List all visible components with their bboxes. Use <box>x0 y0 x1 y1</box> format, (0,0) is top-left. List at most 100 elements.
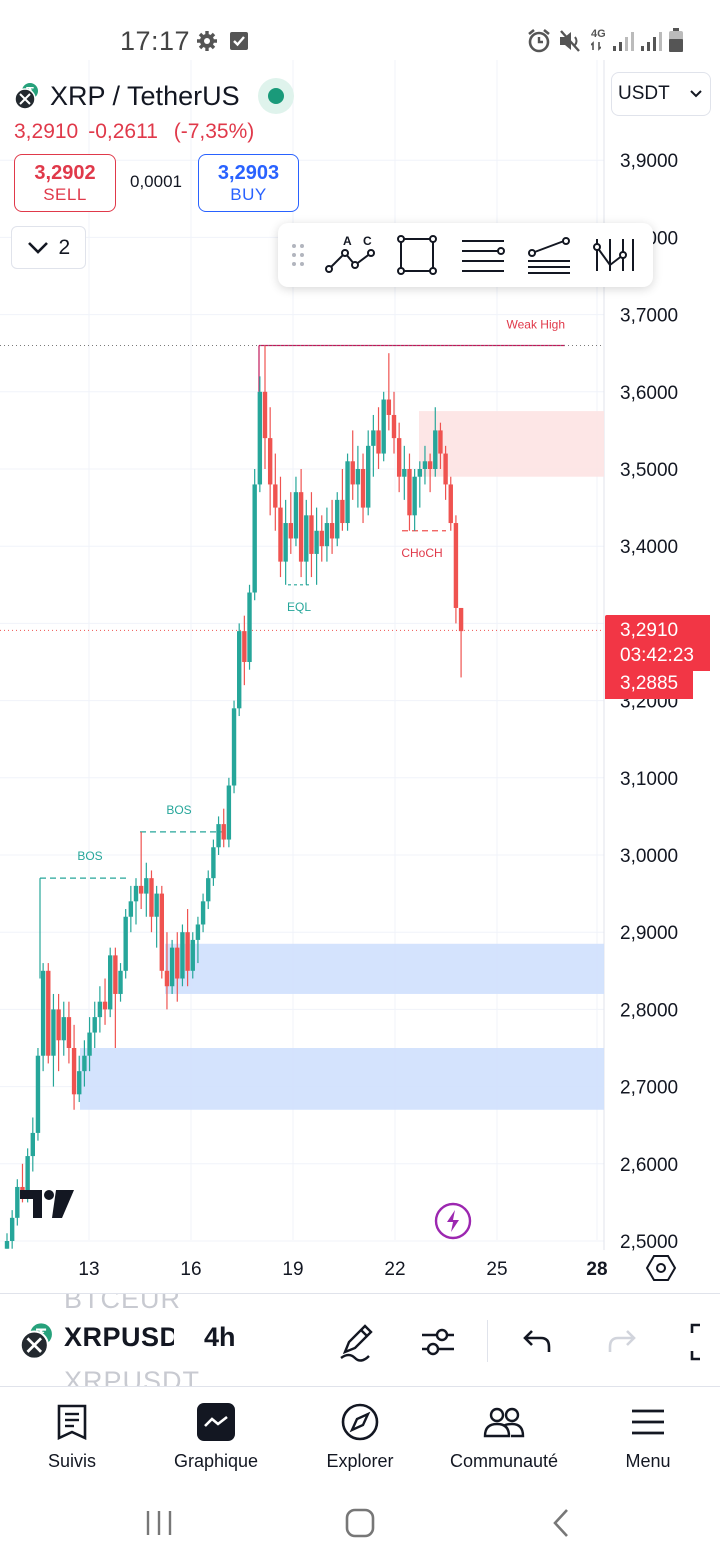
candle-body <box>329 523 335 539</box>
candle <box>273 453 278 531</box>
candle-body <box>82 1055 87 1072</box>
home-icon[interactable] <box>344 1507 376 1539</box>
candle-body <box>9 1217 15 1241</box>
candle <box>118 963 123 1002</box>
lightning-icon[interactable] <box>434 1202 472 1240</box>
candle <box>30 1117 35 1172</box>
candle <box>154 885 159 948</box>
candle-body <box>144 878 149 894</box>
candle <box>381 391 386 462</box>
candle-body <box>257 391 263 485</box>
candle-body <box>66 1017 72 1048</box>
vertical-lines-tool[interactable] <box>582 223 648 287</box>
candle <box>138 831 144 910</box>
candle-body <box>206 878 211 902</box>
candle-body <box>314 530 319 554</box>
nav-menu[interactable]: Menu <box>576 1387 720 1487</box>
candle <box>46 963 51 1064</box>
symbol-title[interactable]: XRP / TetherUS <box>50 80 240 111</box>
candle <box>267 407 273 516</box>
annotation-label: EQL <box>287 600 311 614</box>
candle-body <box>97 1001 103 1018</box>
candle-body <box>231 708 237 786</box>
candle-countdown: 03:42:23 <box>620 645 694 666</box>
candle <box>412 469 417 531</box>
abcd-pattern-tool[interactable]: A C <box>318 223 384 287</box>
indicators-sliders-icon[interactable] <box>418 1322 458 1362</box>
candle-body <box>138 885 144 894</box>
system-navigation-bar <box>0 1490 720 1560</box>
time-tick-label: 28 <box>586 1259 607 1280</box>
candle-body <box>252 484 257 593</box>
interval-button[interactable]: 4h <box>204 1322 236 1352</box>
supply-zone <box>419 411 604 477</box>
chart-annotations: BOS BOS EQL CHoCH Weak High <box>77 317 565 863</box>
nav-watchlist[interactable]: Suivis <box>0 1387 144 1487</box>
nav-community-label: Communauté <box>449 1451 559 1471</box>
status-time: 17:17 <box>120 26 191 56</box>
price-summary: 3,2910 -0,2611 (-7,35%) <box>14 120 254 144</box>
chart-settings-icon[interactable] <box>645 1252 677 1284</box>
price-tick-label: 3,1000 <box>620 769 678 790</box>
buy-label: BUY <box>230 185 267 204</box>
pencil-drawing-icon[interactable] <box>337 1322 377 1362</box>
indicator-count: 2 <box>58 235 71 259</box>
recent-apps-icon[interactable] <box>144 1508 174 1538</box>
drag-handle-icon[interactable] <box>278 223 318 287</box>
candle <box>427 453 433 493</box>
candle-body <box>366 445 371 508</box>
candle-body <box>335 499 340 539</box>
redo-icon[interactable] <box>606 1326 638 1358</box>
candle-body <box>226 785 232 840</box>
chevron-down-icon <box>27 241 48 254</box>
xrp-tether-logo-icon: ₮ <box>19 1323 52 1360</box>
candle-body <box>159 893 164 971</box>
symbol-search-button[interactable]: XRPUSDT <box>64 1322 174 1352</box>
candle-body <box>443 453 448 485</box>
candle-body <box>293 492 299 539</box>
candle-body <box>262 391 268 439</box>
symbol-carousel-next[interactable]: XRPUSDT <box>64 1366 201 1387</box>
currency-select[interactable]: USDT <box>611 72 711 116</box>
drawing-toolbar: A C <box>278 223 653 287</box>
sell-button[interactable]: 3,2902 SELL <box>14 154 116 212</box>
candle <box>51 993 56 1087</box>
community-icon <box>483 1407 525 1438</box>
indicators-toggle-button[interactable]: 2 <box>11 226 86 269</box>
parallel-channel-tool[interactable] <box>450 223 516 287</box>
candle <box>278 476 283 578</box>
symbol-header[interactable]: ₮ XRP / TetherUS <box>14 78 294 114</box>
candle <box>175 932 180 1002</box>
nav-watchlist-label: Suivis <box>47 1451 96 1471</box>
candle <box>417 461 422 508</box>
trend-angle-tool[interactable] <box>516 223 582 287</box>
candle <box>216 816 221 855</box>
price-tick-label: 3,9000 <box>620 151 678 172</box>
nav-chart[interactable]: Graphique <box>144 1387 288 1487</box>
fullscreen-icon[interactable] <box>688 1322 720 1362</box>
candle <box>9 1210 15 1249</box>
nav-community[interactable]: Communauté <box>432 1387 576 1487</box>
current-price-label: 3,2910 <box>620 620 679 641</box>
candle <box>149 870 154 933</box>
back-icon[interactable] <box>550 1507 572 1539</box>
buy-button[interactable]: 3,2903 BUY <box>198 154 299 212</box>
candle <box>113 947 118 1048</box>
undo-icon[interactable] <box>521 1326 553 1358</box>
rectangle-tool[interactable] <box>384 223 450 287</box>
nav-explore[interactable]: Explorer <box>288 1387 432 1487</box>
annotation-label: Weak High <box>507 317 565 331</box>
candle-body <box>25 1156 30 1195</box>
tradingview-logo-icon <box>20 1190 74 1218</box>
candle-body <box>35 1055 41 1133</box>
candle <box>123 909 128 979</box>
price-tick-label: 2,8000 <box>620 1000 678 1021</box>
nav-menu-label: Menu <box>625 1451 671 1471</box>
candle <box>40 963 46 1072</box>
candle-body <box>355 469 361 485</box>
low-price-label: 3,2885 <box>620 673 679 694</box>
trend-angle-icon <box>528 237 570 274</box>
candle <box>190 932 195 979</box>
symbol-carousel-prev[interactable]: BTCEUR <box>64 1293 182 1314</box>
candle-body <box>267 438 273 485</box>
